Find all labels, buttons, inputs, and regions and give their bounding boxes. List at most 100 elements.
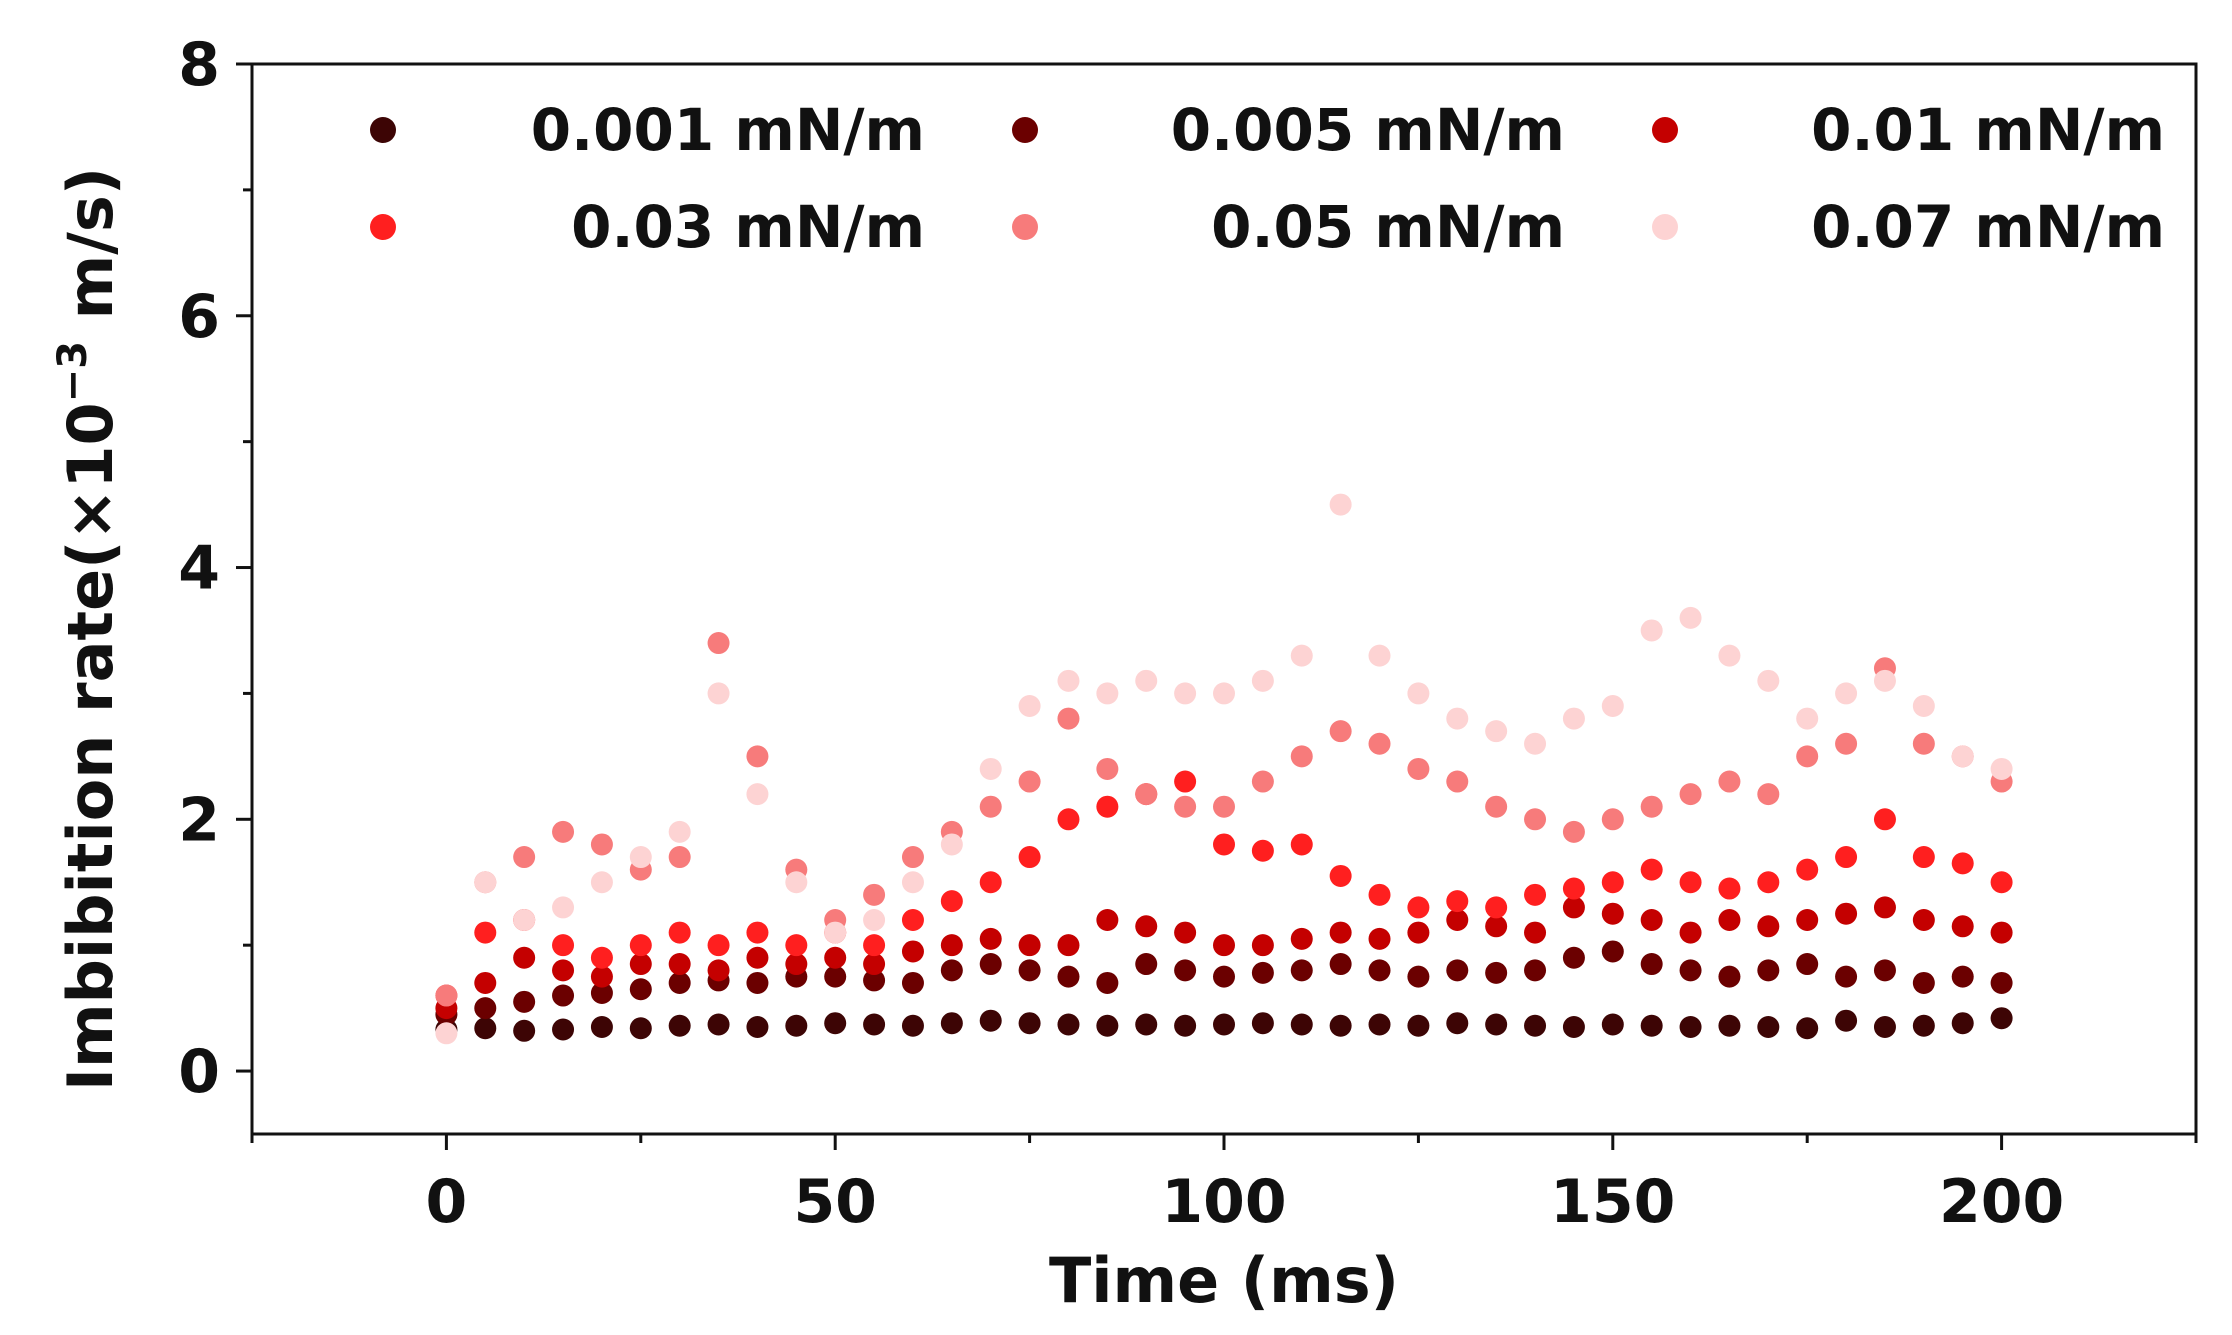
data-point bbox=[1407, 965, 1430, 988]
data-point bbox=[1485, 961, 1508, 984]
data-point bbox=[1174, 795, 1197, 818]
data-point bbox=[746, 921, 769, 944]
data-point bbox=[1368, 883, 1391, 906]
data-point bbox=[552, 820, 575, 843]
data-point bbox=[1096, 682, 1119, 705]
data-point bbox=[474, 1017, 497, 1040]
data-point bbox=[1485, 896, 1508, 919]
data-point bbox=[1096, 971, 1119, 994]
data-point bbox=[1524, 921, 1547, 944]
data-point bbox=[863, 953, 886, 976]
data-point bbox=[1562, 946, 1585, 969]
data-point bbox=[1873, 1016, 1896, 1038]
data-point bbox=[1796, 909, 1819, 931]
data-point bbox=[1718, 644, 1741, 667]
data-point bbox=[590, 946, 613, 969]
data-point bbox=[629, 934, 652, 957]
data-point bbox=[1835, 732, 1858, 755]
data-point bbox=[1912, 846, 1935, 869]
data-point bbox=[1135, 953, 1158, 976]
data-point bbox=[1718, 909, 1741, 931]
data-point bbox=[901, 1014, 924, 1037]
data-point bbox=[824, 965, 847, 988]
data-point bbox=[1135, 915, 1158, 938]
data-point bbox=[552, 959, 575, 982]
data-point bbox=[979, 871, 1002, 894]
data-point bbox=[746, 946, 769, 969]
data-point bbox=[1446, 707, 1469, 730]
x-tick-label: 200 bbox=[1939, 1167, 2064, 1237]
data-point bbox=[707, 682, 730, 705]
data-point bbox=[668, 971, 691, 994]
data-point bbox=[1290, 1013, 1313, 1036]
data-point bbox=[863, 934, 886, 957]
data-point bbox=[1057, 965, 1080, 988]
data-point bbox=[1485, 795, 1508, 818]
data-point bbox=[1213, 1013, 1235, 1036]
data-point bbox=[552, 984, 575, 1007]
data-point bbox=[785, 1014, 808, 1037]
data-point bbox=[1485, 720, 1508, 743]
data-point bbox=[979, 927, 1002, 950]
legend-label: 0.001 mN/m bbox=[531, 96, 925, 164]
data-point bbox=[940, 959, 963, 982]
data-point bbox=[1640, 619, 1663, 642]
data-point bbox=[1057, 669, 1080, 692]
data-point bbox=[1407, 896, 1430, 919]
y-axis-title-prefix: Imbibition rate(×10 bbox=[54, 402, 127, 1091]
data-point bbox=[629, 953, 652, 976]
data-point bbox=[1251, 669, 1274, 692]
x-tick-label: 0 bbox=[426, 1167, 468, 1237]
data-point bbox=[901, 871, 924, 894]
legend-marker bbox=[1012, 214, 1038, 240]
data-point bbox=[1368, 927, 1391, 950]
data-point bbox=[1912, 695, 1935, 717]
data-point bbox=[1796, 953, 1819, 976]
data-point bbox=[1135, 669, 1158, 692]
y-axis-title: Imbibition rate(×10−3 m/s) bbox=[50, 167, 127, 1091]
data-point bbox=[863, 883, 886, 906]
data-point bbox=[1757, 1016, 1780, 1038]
data-point bbox=[707, 1013, 730, 1036]
data-point bbox=[1368, 959, 1391, 982]
data-point bbox=[1835, 1009, 1858, 1032]
legend: 0.001 mN/m 0.005 mN/m 0.01 mN/m 0.03 mN/m 0.… bbox=[370, 96, 2165, 261]
y-axis-title-exponent: −3 bbox=[50, 341, 96, 402]
data-point bbox=[940, 890, 963, 913]
data-point bbox=[474, 871, 497, 894]
y-tick-label: 2 bbox=[178, 785, 220, 855]
x-axis-title: Time (ms) bbox=[1049, 1244, 1399, 1317]
data-point bbox=[1057, 808, 1080, 831]
legend-marker bbox=[370, 117, 396, 143]
data-point bbox=[1990, 971, 2013, 994]
data-point bbox=[1601, 871, 1624, 894]
data-point bbox=[1835, 846, 1858, 869]
data-point bbox=[707, 632, 730, 655]
data-point bbox=[1290, 927, 1313, 950]
data-point bbox=[1213, 934, 1235, 957]
data-point bbox=[1446, 770, 1469, 793]
data-point bbox=[1601, 695, 1624, 717]
data-point bbox=[1485, 915, 1508, 938]
data-point bbox=[1562, 820, 1585, 843]
data-point bbox=[1835, 902, 1858, 925]
data-point bbox=[1485, 1013, 1508, 1036]
data-point bbox=[1679, 1016, 1702, 1038]
data-point bbox=[1912, 971, 1935, 994]
data-point bbox=[1524, 959, 1547, 982]
data-point bbox=[629, 978, 652, 1001]
data-point bbox=[1446, 1012, 1469, 1035]
data-point bbox=[1524, 732, 1547, 755]
x-tick-label: 50 bbox=[793, 1167, 877, 1237]
data-point bbox=[590, 965, 613, 988]
data-point bbox=[590, 1016, 613, 1038]
data-point bbox=[1213, 833, 1235, 856]
data-point bbox=[1018, 1012, 1041, 1035]
data-point bbox=[1329, 953, 1352, 976]
data-point bbox=[1290, 959, 1313, 982]
data-point bbox=[979, 1009, 1002, 1032]
data-point bbox=[513, 1019, 536, 1042]
data-point bbox=[1251, 934, 1274, 957]
data-point bbox=[1912, 1014, 1935, 1037]
